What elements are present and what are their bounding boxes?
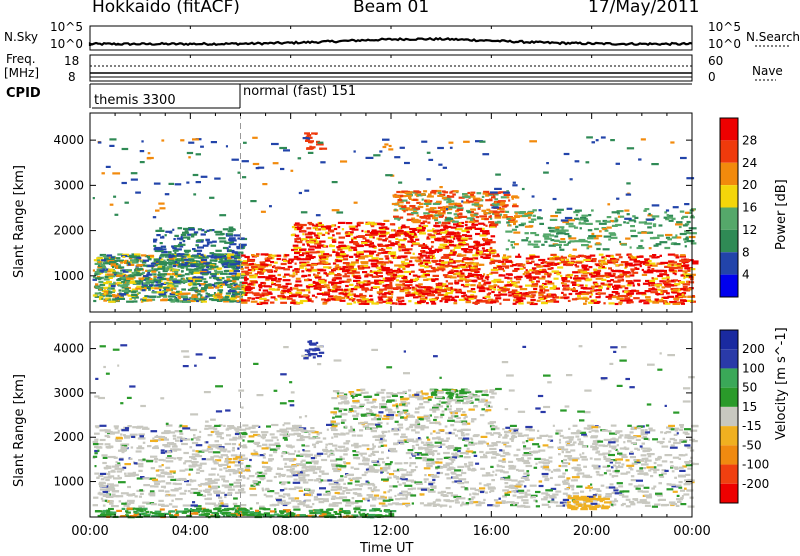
velocity-colorbar-band-8	[720, 484, 738, 503]
velocity-colorbar-tick-7: -200	[742, 477, 769, 491]
velocity-colorbar-band-5	[720, 426, 738, 445]
power-colorbar-band-7	[720, 275, 738, 297]
power-colorbar-tick-16: 16	[742, 201, 757, 215]
power-colorbar-band-4	[720, 208, 738, 230]
x-tick-label-6: 00:00	[673, 524, 710, 539]
power-colorbar-tick-12: 12	[742, 223, 757, 237]
velocity-colorbar-tick-0: 200	[742, 342, 765, 356]
velocity-colorbar-band-4	[720, 407, 738, 426]
y-tick-label-0-1000: 1000	[53, 269, 84, 283]
power-colorbar-band-5	[720, 230, 738, 252]
power-colorbar-band-2	[720, 163, 738, 185]
velocity-colorbar-tick-6: -100	[742, 458, 769, 472]
power-colorbar-band-0	[720, 118, 738, 140]
x-tick-label-5: 20:00	[573, 524, 610, 539]
y-tick-label-1-1000: 1000	[53, 475, 84, 489]
power-colorbar-tick-28: 28	[742, 133, 757, 147]
y-tick-label-0-2000: 2000	[53, 224, 84, 238]
velocity-colorbar-band-3	[720, 388, 738, 407]
y-tick-label-1-3000: 3000	[53, 386, 84, 400]
velocity-colorbar-band-0	[720, 330, 738, 349]
velocity-colorbar-tick-4: -15	[742, 419, 762, 433]
y-tick-label-1-2000: 2000	[53, 430, 84, 444]
power-colorbar-band-3	[720, 185, 738, 207]
power-colorbar-tick-8: 8	[742, 245, 750, 259]
y-tick-label-1-4000: 4000	[53, 342, 84, 356]
x-tick-label-3: 12:00	[372, 524, 409, 539]
power-colorbar-tick-4: 4	[742, 268, 750, 282]
y-tick-label-0-3000: 3000	[53, 178, 84, 192]
x-tick-label-1: 04:00	[172, 524, 209, 539]
velocity-colorbar-tick-3: 15	[742, 400, 757, 414]
x-tick-label-4: 16:00	[473, 524, 510, 539]
velocity-colorbar-band-6	[720, 445, 738, 464]
velocity-colorbar-tick-1: 100	[742, 361, 765, 375]
nsky-trace	[90, 38, 692, 46]
velocity-colorbar-band-2	[720, 368, 738, 387]
power-colorbar-tick-20: 20	[742, 178, 757, 192]
power-colorbar-band-6	[720, 252, 738, 274]
y-tick-label-0-4000: 4000	[53, 133, 84, 147]
power-colorbar-band-1	[720, 140, 738, 162]
velocity-colorbar-band-1	[720, 349, 738, 368]
velocity-colorbar-tick-2: 50	[742, 381, 757, 395]
velocity-colorbar-band-7	[720, 465, 738, 484]
nsky-panel-frame	[90, 26, 692, 50]
x-tick-label-0: 00:00	[71, 524, 108, 539]
velocity-colorbar-tick-5: -50	[742, 438, 762, 452]
power-colorbar-tick-24: 24	[742, 156, 757, 170]
x-tick-label-2: 08:00	[272, 524, 309, 539]
